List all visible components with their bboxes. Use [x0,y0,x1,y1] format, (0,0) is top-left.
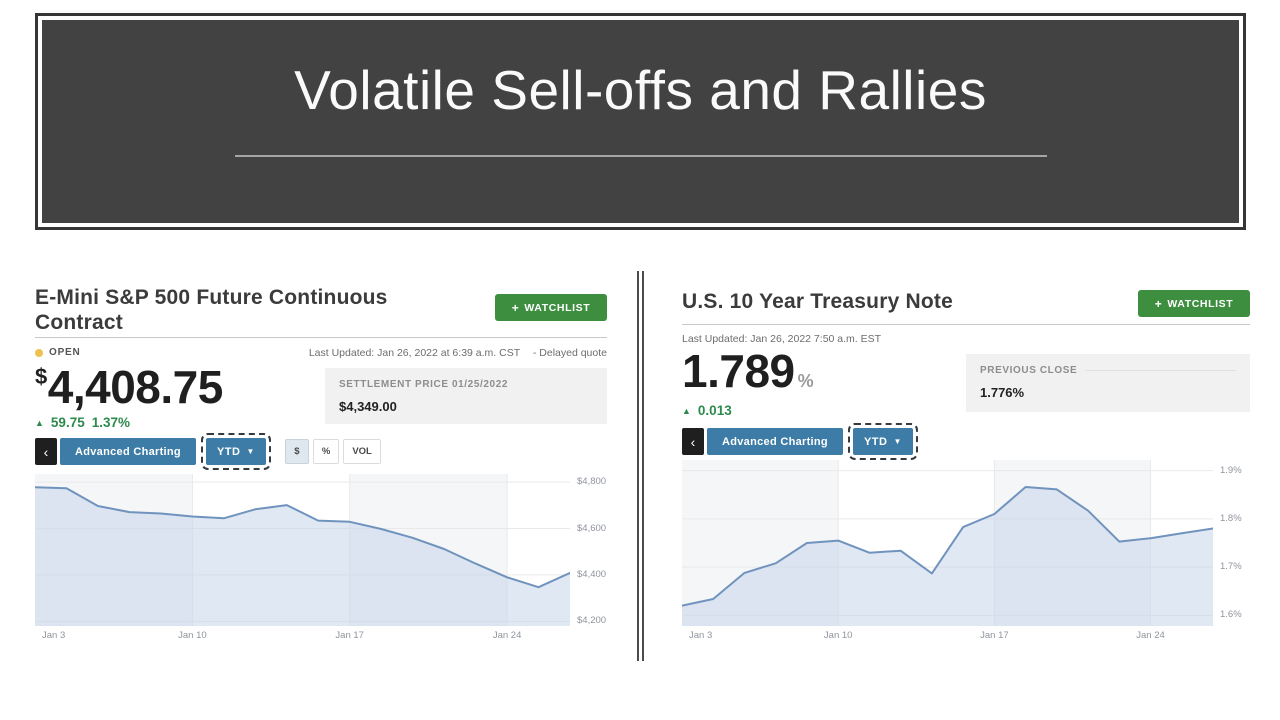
instrument-title: U.S. 10 Year Treasury Note [682,290,953,313]
unit-button-dollar[interactable]: $ [284,439,309,464]
range-dropdown-ytd[interactable]: YTD ▼ [200,433,271,470]
watchlist-label: WATCHLIST [524,301,591,314]
emini-chart[interactable]: $4,800 $4,600 $4,400 $4,200 Jan 3 Jan 10 Jan 1… [35,474,607,644]
yield-value: 1.789 [682,345,795,397]
chart-toolbar: ‹ Advanced Charting YTD ▼ $% VOL [35,433,381,470]
open-status-dot-icon [35,348,43,357]
unit-toggle-group: $% VOL [284,439,381,464]
title-banner: Volatile Sell-offs and Rallies [35,13,1246,230]
previous-close-label: PREVIOUS CLOSE [980,365,1078,376]
x-axis-tick-label: Jan 3 [689,630,713,641]
range-label: YTD [216,445,241,458]
plus-icon: + [511,300,520,315]
header-separator [35,337,607,338]
watchlist-button[interactable]: + WATCHLIST [495,294,607,321]
percent-sign: % [797,371,814,391]
collapse-toolbar-button[interactable]: ‹ [35,438,57,465]
chevron-down-icon: ▼ [246,447,255,456]
y-axis-tick-label: 1.7% [1220,561,1242,573]
last-updated: Last Updated: Jan 26, 2022 at 6:39 a.m. … [309,347,607,359]
last-updated-text: Last Updated: Jan 26, 2022 7:50 a.m. EST [682,333,882,345]
unit-button-percent[interactable]: % [312,439,340,464]
current-price: $4,408.75 [35,364,223,410]
y-axis-tick-label: 1.9% [1220,464,1242,476]
x-axis-tick-label: Jan 10 [178,630,207,641]
price-area-fill [682,487,1213,626]
plus-icon: + [1154,296,1163,311]
watchlist-button[interactable]: + WATCHLIST [1138,290,1250,317]
emini-sp500-plot-area[interactable] [35,474,570,626]
change-percent: 1.37% [91,415,130,430]
y-axis-tick-label: 1.8% [1220,512,1242,524]
treasury-chart[interactable]: 1.9% 1.8% 1.7% 1.6% Jan 3 Jan 10 Jan 17 Jan 24 [682,460,1250,644]
chart-toolbar: ‹ Advanced Charting YTD ▼ [682,423,918,460]
x-axis-tick-label: Jan 24 [492,630,522,641]
instrument-title: E-Mini S&P 500 Future Continuous Contrac… [35,286,388,334]
price-change: ▲ 59.75 1.37% [35,415,130,430]
settlement-price-label: SETTLEMENT PRICE 01/25/2022 [339,379,509,390]
current-yield: 1.789% [682,345,814,397]
change-value: 0.013 [697,403,732,418]
up-arrow-icon: ▲ [682,405,691,416]
title-banner-inner: Volatile Sell-offs and Rallies [42,20,1239,223]
x-axis-tick-label: Jan 24 [1136,630,1165,641]
advanced-charting-button[interactable]: Advanced Charting [707,428,843,455]
label-rule [1085,370,1236,371]
previous-close-value: 1.776% [980,385,1025,400]
us10y-treasury-plot-area[interactable] [682,460,1213,626]
up-arrow-icon: ▲ [35,417,44,428]
previous-close-box: PREVIOUS CLOSE 1.776% [966,354,1250,412]
settlement-price-value: $4,349.00 [339,399,397,414]
y-axis-tick-label: $4,200 [577,615,607,627]
price-value: 4,408.75 [47,361,224,413]
price-area-fill [35,487,570,626]
y-axis-tick-label: 1.6% [1220,609,1242,621]
last-updated-text: Last Updated: Jan 26, 2022 at 6:39 a.m. … [308,347,520,359]
y-axis-tick-label: $4,800 [577,476,607,488]
unit-button-vol[interactable]: VOL [343,439,381,464]
settlement-price-box: SETTLEMENT PRICE 01/25/2022 $4,349.00 [325,368,607,424]
delayed-quote-note: - Delayed quote [532,347,607,359]
y-axis-tick-label: $4,400 [577,568,607,580]
emini-sp500-panel: E-Mini S&P 500 Future Continuous Contrac… [35,284,607,654]
market-status-label: OPEN [49,347,81,358]
chevron-down-icon: ▼ [893,437,902,446]
change-value: 59.75 [50,415,85,430]
watchlist-label: WATCHLIST [1167,297,1234,310]
price-line [35,486,570,589]
title-underline [234,155,1047,157]
y-axis-tick-label: $4,600 [577,522,607,534]
treasury-note-panel: U.S. 10 Year Treasury Note + WATCHLIST L… [682,284,1250,654]
last-updated: Last Updated: Jan 26, 2022 7:50 a.m. EST [682,333,881,345]
range-label: YTD [863,435,888,448]
advanced-charting-button[interactable]: Advanced Charting [60,438,196,465]
price-line [682,486,1213,607]
x-axis-tick-label: Jan 17 [980,630,1009,641]
x-axis-tick-label: Jan 10 [823,630,853,641]
currency-symbol: $ [35,364,47,389]
collapse-toolbar-button[interactable]: ‹ [682,428,704,455]
slide-title: Volatile Sell-offs and Rallies [294,59,987,121]
panel-divider [637,271,644,661]
x-axis-tick-label: Jan 3 [42,630,66,641]
market-status: OPEN [35,347,81,358]
x-axis-tick-label: Jan 17 [335,630,364,641]
yield-change: ▲ 0.013 [682,403,732,418]
range-dropdown-ytd[interactable]: YTD ▼ [847,423,918,460]
header-separator [682,324,1250,325]
